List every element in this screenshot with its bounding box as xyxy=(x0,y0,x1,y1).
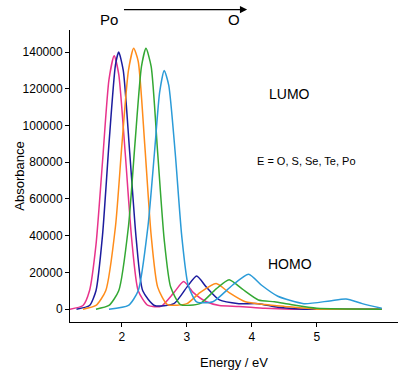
svg-text:100000: 100000 xyxy=(23,119,63,133)
svg-text:3: 3 xyxy=(184,330,191,344)
svg-text:4: 4 xyxy=(249,330,256,344)
svg-text:140000: 140000 xyxy=(23,45,63,59)
svg-text:2: 2 xyxy=(119,330,126,344)
svg-text:O: O xyxy=(228,11,240,28)
svg-text:0: 0 xyxy=(56,302,63,316)
svg-text:E = O, S, Se, Te, Po: E = O, S, Se, Te, Po xyxy=(257,155,356,167)
svg-text:Absorbance: Absorbance xyxy=(12,141,27,210)
svg-text:120000: 120000 xyxy=(23,82,63,96)
svg-text:20000: 20000 xyxy=(29,266,63,280)
svg-text:Energy / eV: Energy / eV xyxy=(200,355,268,370)
svg-text:Po: Po xyxy=(100,11,118,28)
svg-text:HOMO: HOMO xyxy=(268,256,312,272)
svg-text:40000: 40000 xyxy=(29,229,63,243)
svg-text:LUMO: LUMO xyxy=(269,86,310,102)
svg-text:5: 5 xyxy=(313,330,320,344)
svg-text:60000: 60000 xyxy=(29,192,63,206)
svg-text:80000: 80000 xyxy=(29,155,63,169)
